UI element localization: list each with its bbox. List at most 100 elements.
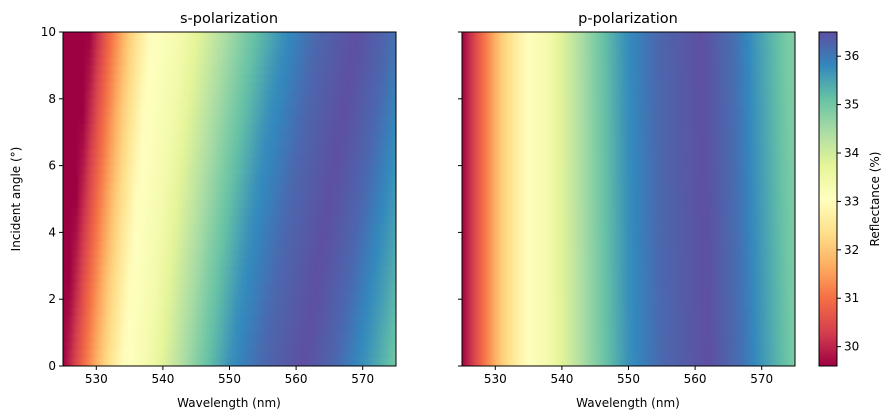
p-polarization-heat-row bbox=[462, 323, 795, 333]
colorbar-tick-label: 33 bbox=[844, 194, 859, 208]
p-polarization-heat-row bbox=[462, 173, 795, 183]
s-polarization-heat-row bbox=[63, 290, 396, 300]
s-polarization-heat-row bbox=[63, 357, 396, 367]
p-polarization-panel: p-polarization 530 540 550 560 570 Wavelengt… bbox=[458, 11, 796, 410]
y-tick-label: 2 bbox=[48, 292, 56, 306]
s-polarization-heat-row bbox=[63, 265, 396, 275]
p-polarization-heat-row bbox=[462, 156, 795, 166]
p-polarization-heat-row bbox=[462, 140, 795, 150]
p-polarization-heat-row bbox=[462, 115, 795, 125]
p-polarization-heat-row bbox=[462, 315, 795, 325]
s-polarization-heat-row bbox=[63, 131, 396, 141]
s-polarization-heat-row bbox=[63, 98, 396, 108]
p-polarization-heat-row bbox=[462, 182, 795, 191]
s-polarization-heat-row bbox=[63, 90, 396, 100]
p-polarization-heat-row bbox=[462, 190, 795, 200]
s-polarization-heat-row bbox=[63, 282, 396, 292]
s-polarization-heat-row bbox=[63, 323, 396, 333]
p-polarization-heat-row bbox=[462, 106, 795, 116]
x-tick-label: 550 bbox=[218, 372, 241, 386]
p-polarization-heat-row bbox=[462, 98, 795, 108]
p-polarization-heat-row bbox=[462, 248, 795, 258]
s-polarization-heat-row bbox=[63, 198, 396, 208]
p-polarization-heat-row bbox=[462, 307, 795, 317]
p-polarization-heat-row bbox=[462, 198, 795, 208]
s-polarization-heat-row bbox=[63, 349, 396, 358]
s-polarization-heat-row bbox=[63, 182, 396, 191]
p-polarization-heat-row bbox=[462, 73, 795, 83]
s-polarization-heat-row bbox=[63, 123, 396, 133]
s-polarization-heat-row bbox=[63, 298, 396, 308]
s-polarization-heat-row bbox=[63, 148, 396, 158]
colorbar-tick-label: 36 bbox=[844, 49, 859, 63]
x-tick-label: 570 bbox=[351, 372, 374, 386]
p-polarization-heat-row bbox=[462, 240, 795, 250]
p-polarization-heat-row bbox=[462, 148, 795, 158]
y-tick-label: 6 bbox=[48, 159, 56, 173]
p-polarization-heat-row bbox=[462, 56, 795, 66]
x-tick-label: 530 bbox=[85, 372, 108, 386]
colorbar-tick-label: 32 bbox=[844, 243, 859, 257]
y-tick-label: 4 bbox=[48, 225, 56, 239]
s-polarization-heat-row bbox=[63, 215, 396, 225]
p-polarization-heat-row bbox=[462, 298, 795, 308]
s-polarization-y-ticks: 0 2 4 6 8 10 bbox=[41, 25, 63, 373]
x-tick-label: 550 bbox=[617, 372, 640, 386]
p-polarization-heat-row bbox=[462, 273, 795, 283]
p-polarization-heat-row bbox=[462, 90, 795, 100]
x-tick-label: 530 bbox=[484, 372, 507, 386]
p-polarization-heat-row bbox=[462, 215, 795, 225]
s-polarization-x-ticks: 530 540 550 560 570 bbox=[85, 366, 374, 386]
p-polarization-heat-row bbox=[462, 65, 795, 75]
x-tick-label: 540 bbox=[151, 372, 174, 386]
x-tick-label: 560 bbox=[285, 372, 308, 386]
s-polarization-heat-row bbox=[63, 165, 396, 175]
p-polarization-title: p-polarization bbox=[578, 11, 678, 27]
colorbar-ticks: 30 31 32 33 34 35 36 bbox=[837, 49, 859, 354]
s-polarization-heat-row bbox=[63, 240, 396, 250]
s-polarization-heat-row bbox=[63, 190, 396, 200]
p-polarization-heat-row bbox=[462, 332, 795, 342]
s-polarization-heat-row bbox=[63, 315, 396, 325]
s-polarization-heat-row bbox=[63, 173, 396, 183]
s-polarization-heat-row bbox=[63, 140, 396, 150]
p-polarization-heat-row bbox=[462, 290, 795, 300]
colorbar-tick-label: 34 bbox=[844, 146, 859, 160]
s-polarization-heat-row bbox=[63, 40, 396, 49]
s-polarization-heat-row bbox=[63, 65, 396, 75]
s-polarization-heatmap bbox=[63, 31, 396, 367]
p-polarization-heat-row bbox=[462, 48, 795, 58]
p-polarization-heat-row bbox=[462, 123, 795, 133]
s-polarization-heat-row bbox=[63, 307, 396, 317]
s-polarization-heat-row bbox=[63, 48, 396, 58]
y-tick-label: 0 bbox=[48, 359, 56, 373]
p-polarization-heat-row bbox=[462, 349, 795, 358]
p-polarization-heat-row bbox=[462, 131, 795, 141]
s-polarization-heat-row bbox=[63, 340, 396, 350]
y-tick-label: 8 bbox=[48, 92, 56, 106]
colorbar-tick-label: 30 bbox=[844, 340, 859, 354]
s-polarization-panel: s-polarization 530 540 550 560 570 0 2 4 6 8 10 W… bbox=[9, 11, 397, 410]
colorbar-frame bbox=[818, 31, 838, 367]
x-tick-label: 540 bbox=[550, 372, 573, 386]
s-polarization-heat-row bbox=[63, 31, 396, 41]
s-polarization-heat-row bbox=[63, 207, 396, 216]
s-polarization-heat-row bbox=[63, 232, 396, 242]
p-polarization-heat-row bbox=[462, 257, 795, 267]
p-polarization-heat-row bbox=[462, 357, 795, 367]
s-polarization-heat-row bbox=[63, 223, 396, 233]
p-polarization-heat-row bbox=[462, 81, 795, 91]
colorbar: 30 31 32 33 34 35 36 Reflectance (%) bbox=[818, 31, 882, 367]
p-polarization-heat-row bbox=[462, 31, 795, 41]
x-tick-label: 560 bbox=[684, 372, 707, 386]
x-tick-label: 570 bbox=[750, 372, 773, 386]
p-polarization-heat-row bbox=[462, 340, 795, 350]
p-polarization-x-ticks: 530 540 550 560 570 bbox=[484, 366, 773, 386]
s-polarization-heat-row bbox=[63, 56, 396, 66]
p-polarization-heat-row bbox=[462, 282, 795, 292]
p-polarization-y-ticks bbox=[458, 31, 462, 367]
s-polarization-heat-row bbox=[63, 257, 396, 267]
s-polarization-heat-row bbox=[63, 106, 396, 116]
s-polarization-heat-row bbox=[63, 115, 396, 125]
